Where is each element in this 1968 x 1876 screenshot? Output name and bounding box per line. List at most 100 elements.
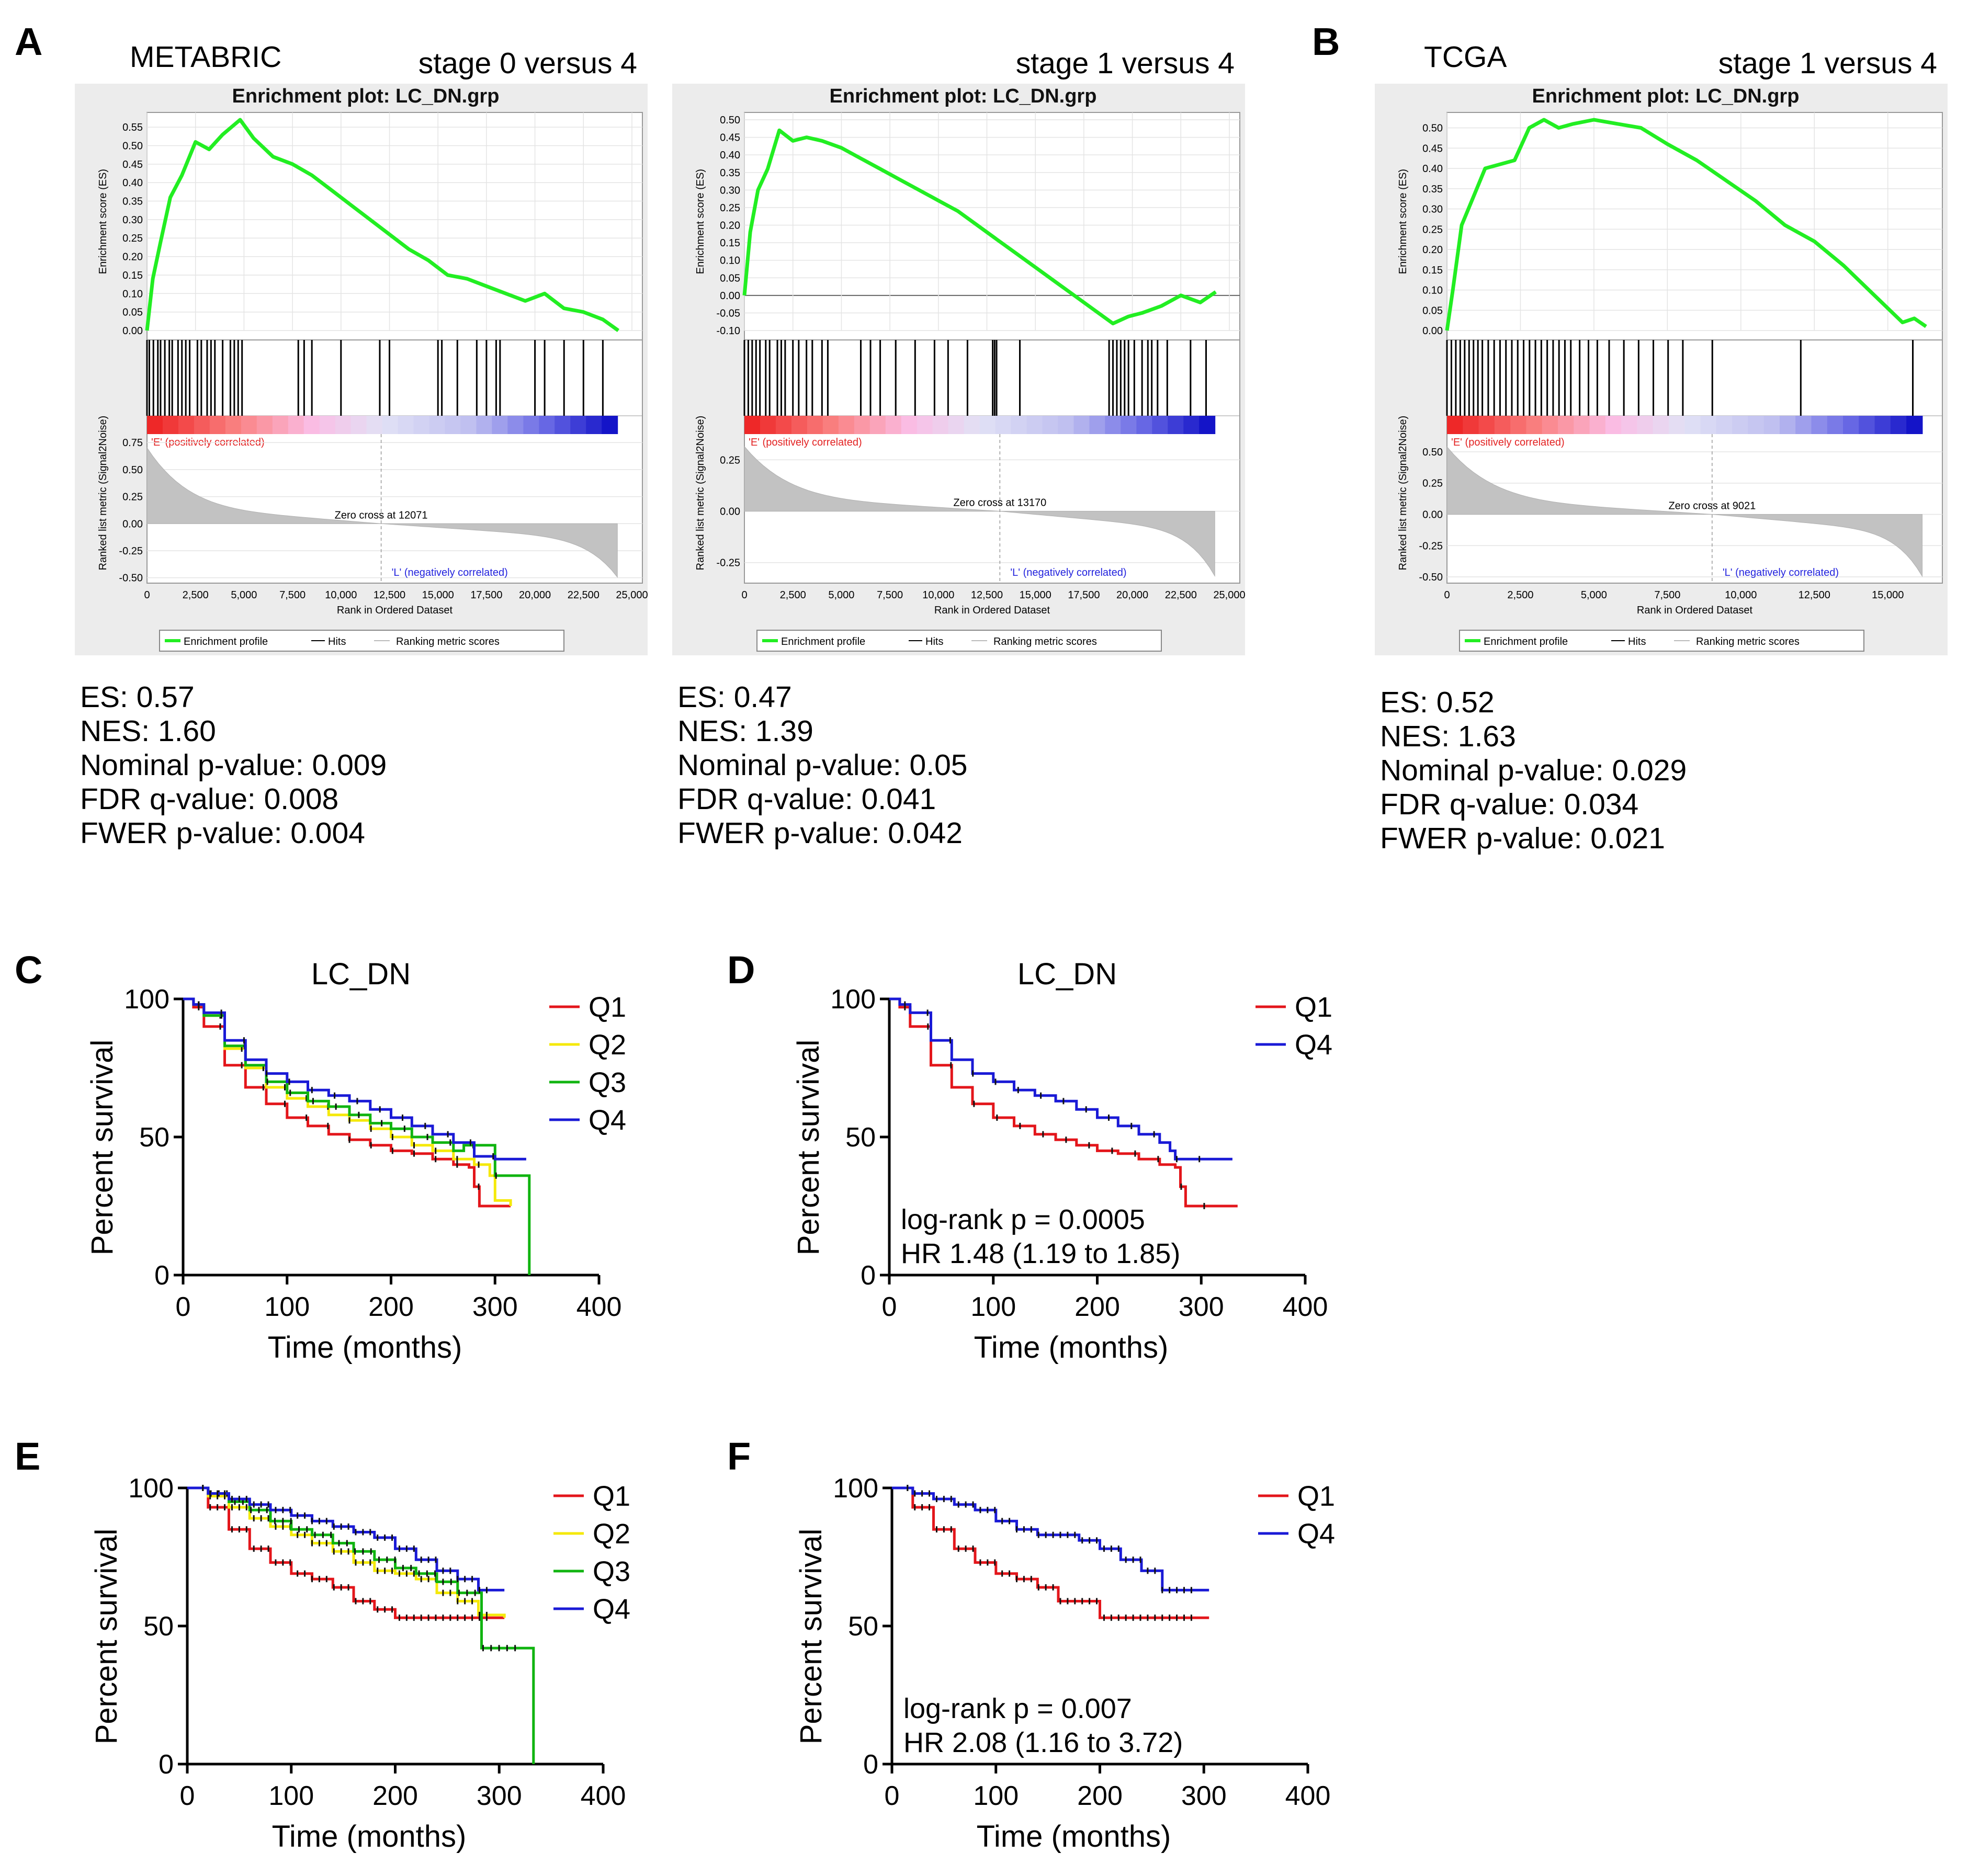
x-axis-label: Time (months)	[974, 1331, 1169, 1365]
gsea-x-tick-label: 5,000	[828, 589, 854, 601]
gsea-es-ylabel: Enrichment score (ES)	[97, 169, 109, 274]
gsea-es-tick-label: 0.35	[122, 196, 143, 208]
gsea-stat-line: NES: 1.39	[677, 714, 813, 748]
x-tick-label: 200	[1075, 1292, 1120, 1322]
rank-color-segment	[1447, 416, 1464, 434]
gsea-es-tick-label: -0.05	[716, 308, 740, 319]
legend-label-q1: Q1	[593, 1481, 630, 1512]
enrichment-curve	[1445, 118, 1927, 331]
gsea-x-tick-label: 25,000	[1213, 589, 1245, 601]
rank-color-segment	[398, 416, 414, 434]
gsea-stat-line: FWER p-value: 0.021	[1380, 822, 1665, 855]
legend-enrichment-label: Enrichment profile	[1484, 636, 1568, 647]
gsea-es-tick-label: 0.20	[720, 220, 740, 232]
gsea-x-tick-label: 0	[1444, 589, 1450, 601]
rank-color-segment	[586, 416, 603, 434]
gsea-x-tick-label: 7,500	[279, 589, 306, 601]
rank-color-segment	[1183, 416, 1200, 434]
gsea-es-tick-label: 0.55	[122, 122, 143, 133]
x-tick-label: 400	[1283, 1292, 1328, 1322]
rank-color-segment	[1494, 416, 1511, 434]
rank-color-segment	[429, 416, 446, 434]
gsea-stat-line: NES: 1.60	[80, 714, 216, 748]
gsea-x-tick-label: 10,000	[325, 589, 357, 601]
rank-color-segment	[194, 416, 210, 434]
gsea-xlabel: Rank in Ordered Dataset	[1637, 605, 1753, 616]
legend-label-q2: Q2	[589, 1029, 626, 1061]
gsea-x-tick-label: 0	[741, 589, 747, 601]
rank-color-segment	[1042, 416, 1059, 434]
gsea-es-tick-label: 0.00	[1422, 325, 1443, 337]
gsea-stat-line: FWER p-value: 0.004	[80, 816, 365, 850]
y-tick-label: 50	[848, 1611, 878, 1642]
x-axis-label: Time (months)	[977, 1820, 1171, 1854]
gsea-stat-line: FDR q-value: 0.034	[1380, 788, 1638, 821]
gsea-metric-ylabel: Ranked list metric (Signal2Noise)	[97, 416, 109, 571]
survival-plot-2: 100 50 00 100 200 300 400 Time (months) Percent …	[791, 957, 1332, 1365]
ranking-metric-area	[744, 446, 1215, 577]
legend-metric-label: Ranking metric scores	[993, 636, 1097, 647]
gsea-stat-line: Nominal p-value: 0.009	[80, 748, 387, 782]
rank-color-segment	[760, 416, 776, 434]
gsea-metric-tick-label: -0.25	[119, 545, 143, 557]
gsea-metric-ylabel: Ranked list metric (Signal2Noise)	[1397, 416, 1409, 571]
gsea-comparison-title: stage 1 versus 4	[1016, 47, 1235, 80]
y-axis-label: Percent survival	[791, 1040, 825, 1256]
rank-color-segment	[1906, 416, 1923, 434]
negative-correlation-label: 'L' (negatively correlated)	[1010, 567, 1126, 578]
rank-color-segment	[964, 416, 980, 434]
rank-color-segment	[1811, 416, 1828, 434]
gsea-es-tick-label: 0.50	[720, 115, 740, 126]
gsea-stat-line: FDR q-value: 0.041	[677, 782, 936, 816]
rank-color-segment	[1700, 416, 1717, 434]
rank-color-segment	[1199, 416, 1216, 434]
legend-label-q3: Q3	[593, 1556, 630, 1587]
rank-color-segment	[979, 416, 996, 434]
gsea-stat-line: NES: 1.63	[1380, 720, 1516, 753]
gsea-es-tick-label: 0.10	[1422, 285, 1443, 297]
x-tick-label: 300	[477, 1781, 522, 1811]
rank-color-segment	[350, 416, 367, 434]
gsea-es-tick-label: 0.30	[122, 214, 143, 226]
rank-color-segment	[1748, 416, 1765, 434]
gsea-es-tick-label: 0.30	[720, 185, 740, 196]
gsea-stat-line: ES: 0.57	[80, 680, 195, 714]
gsea-x-tick-label: 15,000	[422, 589, 454, 601]
legend-enrichment-label: Enrichment profile	[184, 636, 268, 647]
rank-color-segment	[476, 416, 493, 434]
legend-hits-label: Hits	[925, 636, 943, 647]
gsea-legend-box	[756, 630, 1162, 652]
gsea-plot-title: Enrichment plot: LC_DN.grp	[232, 85, 500, 107]
y-tick-label: 100	[830, 984, 876, 1015]
y-tick-label: 0	[863, 1749, 878, 1780]
gsea-x-tick-label: 22,500	[568, 589, 600, 601]
survival-stat-line: log-rank p = 0.0005	[901, 1204, 1145, 1235]
rank-color-segment	[1795, 416, 1812, 434]
rank-color-segment	[1089, 416, 1106, 434]
gsea-metric-tick-label: -0.50	[119, 573, 143, 584]
rank-color-segment	[1716, 416, 1733, 434]
gsea-legend-box	[1459, 630, 1864, 652]
rank-color-segment	[1574, 416, 1590, 434]
rank-color-segment	[523, 416, 540, 434]
gsea-es-tick-label: 0.30	[1422, 204, 1443, 215]
y-tick-label: 100	[833, 1473, 878, 1504]
ranking-metric-area	[1446, 446, 1923, 577]
x-tick-label: 200	[1077, 1781, 1123, 1811]
legend-label-q1: Q1	[589, 992, 626, 1023]
rank-color-segment	[178, 416, 195, 434]
gsea-x-tick-label: 25,000	[616, 589, 648, 601]
y-tick-label: 100	[124, 984, 169, 1015]
rank-color-segment	[854, 416, 870, 434]
survival-curve-q1	[183, 997, 511, 1208]
gsea-x-tick-label: 22,500	[1165, 589, 1197, 601]
rank-color-segment	[1058, 416, 1075, 434]
gsea-es-tick-label: 0.00	[122, 325, 143, 337]
negative-correlation-label: 'L' (negatively correlated)	[1723, 567, 1839, 578]
survival-title: LC_DN	[311, 957, 411, 991]
gsea-metric-tick-label: -0.50	[1419, 572, 1443, 583]
rank-color-segment	[1105, 416, 1122, 434]
panel-label-d: D	[727, 948, 755, 992]
x-axis-label: Time (months)	[272, 1820, 467, 1854]
rank-color-segment	[241, 416, 257, 434]
